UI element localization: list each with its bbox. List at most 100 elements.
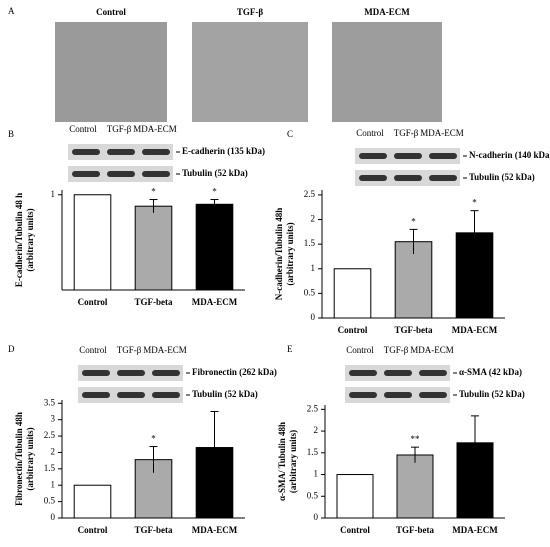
- y-tick-label: 0.5: [304, 287, 316, 297]
- x-tick-label: Control: [340, 525, 370, 535]
- lane-label: Control: [79, 345, 107, 355]
- y-tick-label: 1: [51, 479, 56, 489]
- x-tick-label: MDA-ECM: [452, 525, 498, 535]
- bar: [134, 205, 173, 291]
- y-tick-label: 2.5: [44, 430, 56, 440]
- blot-band: [394, 175, 422, 181]
- blot-band: [117, 370, 145, 376]
- band-label: Tubulin (52 kDa): [459, 389, 525, 399]
- blot-band: [152, 392, 180, 398]
- panel-letter: B: [8, 129, 14, 139]
- blot-band: [419, 370, 447, 376]
- y-axis-label: N-cadherin/Tubulin 48h: [274, 208, 284, 300]
- y-tick-label: 0.5: [307, 490, 319, 500]
- blot-band: [142, 149, 170, 155]
- blot-band: [429, 153, 457, 159]
- significance: *: [411, 216, 416, 226]
- y-axis-label: α-SMA/ Tubulin 48h: [277, 422, 287, 501]
- bar: [396, 454, 434, 519]
- significance: *: [472, 198, 477, 208]
- blot-band: [349, 392, 377, 398]
- significance: **: [411, 434, 421, 444]
- lane-label: MDA-ECM: [133, 124, 177, 134]
- image-label: MDA-ECM: [364, 7, 410, 17]
- blot-band: [107, 149, 135, 155]
- significance: *: [151, 187, 156, 197]
- y-axis-label: (arbitrary units): [25, 208, 35, 271]
- y-tick-label: 1.5: [44, 463, 56, 473]
- lane-label: MDA-ECM: [410, 345, 454, 355]
- y-tick-label: 2.5: [304, 189, 316, 199]
- lane-label: Control: [69, 124, 97, 134]
- panel-letter: E: [287, 344, 293, 354]
- y-tick-label: 1.5: [307, 447, 319, 457]
- y-tick-label: 1.5: [304, 238, 316, 248]
- panel-letter: C: [287, 129, 293, 139]
- x-tick-label: TGF-beta: [396, 525, 434, 535]
- lane-label: MDA-ECM: [420, 128, 464, 138]
- y-tick-label: 2.5: [307, 403, 319, 413]
- x-tick-label: MDA-ECM: [192, 525, 238, 535]
- x-tick-label: Control: [78, 297, 108, 307]
- x-tick-label: TGF-beta: [395, 325, 433, 335]
- y-axis-label: (arbitrary units): [288, 430, 298, 493]
- band-label: Tubulin (52 kDa): [182, 168, 248, 178]
- y-tick-label: 2: [314, 425, 319, 435]
- blot-band: [359, 175, 387, 181]
- significance: *: [212, 187, 217, 197]
- x-tick-label: Control: [78, 525, 108, 535]
- bar: [73, 484, 112, 519]
- blot-band: [142, 171, 170, 177]
- lane-label: MDA-ECM: [143, 345, 187, 355]
- x-tick-label: MDA-ECM: [192, 297, 238, 307]
- y-axis-label: Fibronectin/Tubulin 48h: [14, 412, 24, 506]
- blot-band: [82, 392, 110, 398]
- y-tick-label: 1: [311, 263, 316, 273]
- y-tick-label: 3.5: [44, 397, 56, 407]
- panel-letter: A: [8, 6, 15, 16]
- blot-band: [419, 392, 447, 398]
- lane-label: TGF-β: [107, 124, 132, 134]
- lane-label: TGF-β: [117, 345, 142, 355]
- blot-band: [429, 175, 457, 181]
- blot-band: [394, 153, 422, 159]
- y-axis-label: (arbitrary units): [25, 427, 35, 490]
- band-label: N-cadherin (140 kDa): [469, 150, 550, 160]
- lane-label: Control: [356, 128, 384, 138]
- y-tick-label: 3: [51, 414, 56, 424]
- band-label: α-SMA (42 kDa): [459, 367, 522, 377]
- blot-band: [72, 171, 100, 177]
- x-tick-label: TGF-beta: [135, 525, 173, 535]
- bar: [394, 241, 433, 319]
- y-axis-label: (arbitrary units): [285, 222, 295, 285]
- y-tick-label: 0: [311, 312, 316, 322]
- y-tick-label: 1: [51, 189, 56, 199]
- y-tick-label: 2: [51, 447, 56, 457]
- image-label: TGF-β: [237, 7, 263, 17]
- lane-label: Control: [346, 345, 374, 355]
- blot-band: [72, 149, 100, 155]
- lane-label: TGF-β: [394, 128, 419, 138]
- band-label: Tubulin (52 kDa): [469, 172, 535, 182]
- bar: [195, 203, 234, 291]
- blot-band: [349, 370, 377, 376]
- bar: [73, 194, 112, 291]
- lane-label: TGF-β: [384, 345, 409, 355]
- blot-band: [107, 171, 135, 177]
- x-tick-label: TGF-beta: [135, 297, 173, 307]
- y-tick-label: 1: [314, 469, 319, 479]
- band-label: Tubulin (52 kDa): [192, 389, 258, 399]
- y-tick-label: 2: [311, 214, 316, 224]
- band-label: E-cadherin (135 kDa): [182, 146, 265, 156]
- blot-band: [359, 153, 387, 159]
- blot-band: [384, 370, 412, 376]
- image-label: Control: [96, 7, 126, 17]
- y-tick-label: 0: [314, 512, 319, 522]
- x-tick-label: MDA-ECM: [452, 325, 498, 335]
- micrograph: [192, 22, 308, 122]
- blot-band: [384, 392, 412, 398]
- significance: *: [151, 434, 156, 444]
- blot-band: [82, 370, 110, 376]
- blot-band: [152, 370, 180, 376]
